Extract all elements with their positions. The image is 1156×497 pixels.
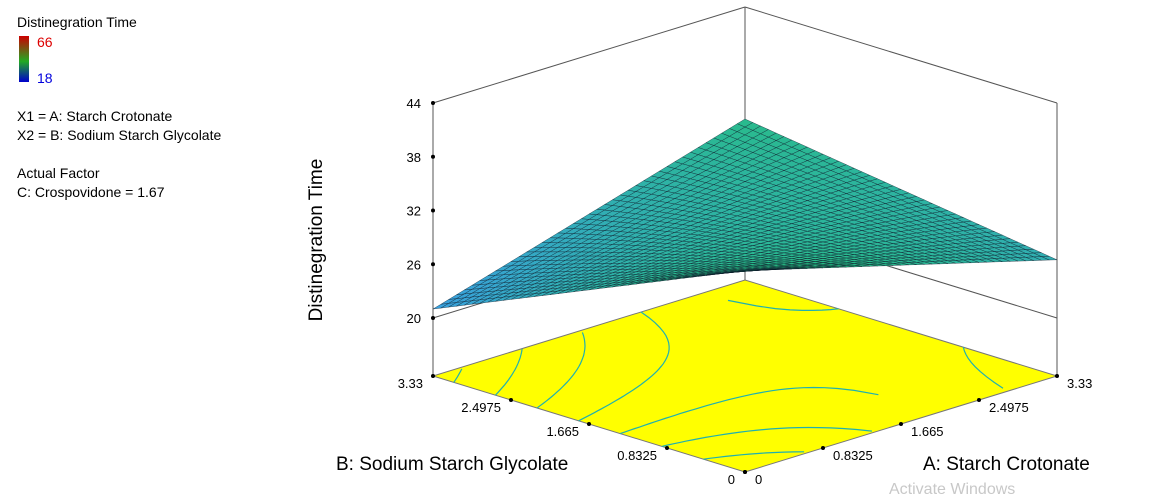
z-tick-label: 26 — [407, 257, 421, 272]
x-tick-mark — [821, 446, 825, 450]
legend-x1: X1 = A: Starch Crotonate — [17, 108, 172, 124]
z-tick-label: 38 — [407, 150, 421, 165]
z-tick-mark — [431, 154, 435, 159]
y-tick-mark — [509, 398, 513, 402]
contour-line — [578, 311, 1004, 422]
legend-actual-factor-value: C: Crospovidone = 1.67 — [17, 184, 165, 200]
contour-line — [661, 426, 872, 447]
x-tick-label: 3.33 — [1067, 376, 1092, 391]
x-tick-label: 0.8325 — [833, 448, 873, 463]
contour-line — [453, 368, 463, 383]
z-tick-label: 20 — [407, 311, 421, 326]
y-axis-label: B: Sodium Starch Glycolate — [336, 454, 568, 475]
y-tick-mark — [665, 446, 669, 450]
y-tick-label: 0.8325 — [617, 448, 657, 463]
box-top-edge-a — [744, 6, 1058, 104]
legend-x2: X2 = B: Sodium Starch Glycolate — [17, 127, 221, 143]
floor-contours — [453, 299, 1004, 460]
legend-color-scale — [19, 36, 29, 82]
z-tick-mark — [431, 262, 435, 267]
y-tick-label: 3.33 — [398, 376, 423, 391]
contour-line — [703, 451, 805, 460]
x-tick-label: 0 — [755, 472, 762, 487]
z-axis-label: Distinegration Time — [306, 159, 327, 322]
floor-contour-plane — [431, 279, 1059, 473]
z-tick-label: 32 — [407, 204, 421, 219]
z-tick-mark — [431, 316, 435, 320]
x-tick-label: 1.665 — [911, 424, 944, 439]
x-axis: 0 0.8325 1.665 2.4975 3.33 — [743, 374, 1092, 487]
y-tick-mark — [587, 422, 591, 426]
x-axis-label: A: Starch Crotonate — [923, 454, 1090, 475]
z-tick-mark — [431, 208, 435, 213]
y-axis: 0 0.8325 1.665 2.4975 3.33 — [398, 374, 747, 487]
legend-scale-max: 66 — [37, 34, 53, 50]
x-tick-mark — [1055, 374, 1059, 378]
x-tick-mark — [899, 422, 903, 426]
activate-windows-watermark: Activate Windows — [889, 481, 1015, 497]
z-tick-mark — [431, 101, 435, 105]
z-tick-label: 44 — [407, 96, 421, 111]
box-top-edge-b — [432, 6, 746, 104]
response-surface — [432, 118, 1058, 310]
y-tick-mark — [743, 470, 747, 474]
x-tick-label: 2.4975 — [989, 400, 1029, 415]
contour-line — [620, 299, 879, 435]
y-tick-mark — [431, 374, 435, 378]
legend-response-title: Distinegration Time — [17, 14, 137, 30]
contour-line — [536, 332, 586, 409]
z-axis: 20 26 32 38 44 — [407, 96, 435, 326]
y-tick-label: 1.665 — [546, 424, 579, 439]
legend-actual-factor-title: Actual Factor — [17, 165, 100, 181]
contour-line — [494, 348, 523, 396]
y-tick-label: 0 — [728, 472, 735, 487]
legend-scale-min: 18 — [37, 70, 53, 86]
x-tick-mark — [977, 398, 981, 402]
y-tick-label: 2.4975 — [461, 400, 501, 415]
surface-cell — [737, 270, 753, 272]
